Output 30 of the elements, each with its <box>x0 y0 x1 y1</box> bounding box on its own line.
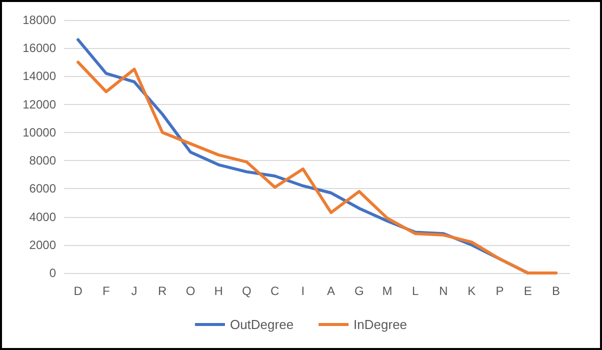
y-tick-label: 18000 <box>22 13 56 27</box>
legend-label: InDegree <box>354 317 408 332</box>
x-tick-label: L <box>412 284 420 298</box>
x-tick-label: C <box>270 284 280 298</box>
x-tick-label: J <box>131 284 138 298</box>
x-tick-label: D <box>74 284 83 298</box>
x-tick-label: B <box>552 284 560 298</box>
x-tick-label: F <box>102 284 110 298</box>
x-tick-label: E <box>524 284 532 298</box>
x-tick-label: Q <box>242 284 252 298</box>
x-tick-label: N <box>439 284 448 298</box>
y-tick-label: 2000 <box>29 238 56 252</box>
legend-label: OutDegree <box>230 317 294 332</box>
x-tick-label: G <box>354 284 364 298</box>
x-tick-label: K <box>468 284 476 298</box>
x-tick-label: P <box>496 284 504 298</box>
y-tick-label: 10000 <box>22 125 56 140</box>
y-tick-label: 16000 <box>22 41 56 56</box>
x-tick-label: H <box>214 284 223 298</box>
x-tick-label: O <box>186 284 196 298</box>
y-tick-label: 6000 <box>29 182 56 196</box>
x-tick-label: M <box>382 284 392 298</box>
y-tick-label: 8000 <box>29 154 56 168</box>
y-tick-label: 14000 <box>22 69 56 84</box>
y-tick-label: 12000 <box>22 97 56 112</box>
x-tick-label: I <box>301 284 305 298</box>
x-tick-label: R <box>158 284 168 298</box>
x-tick-label: A <box>327 284 336 298</box>
y-tick-label: 0 <box>49 266 56 280</box>
y-tick-label: 4000 <box>29 210 56 224</box>
